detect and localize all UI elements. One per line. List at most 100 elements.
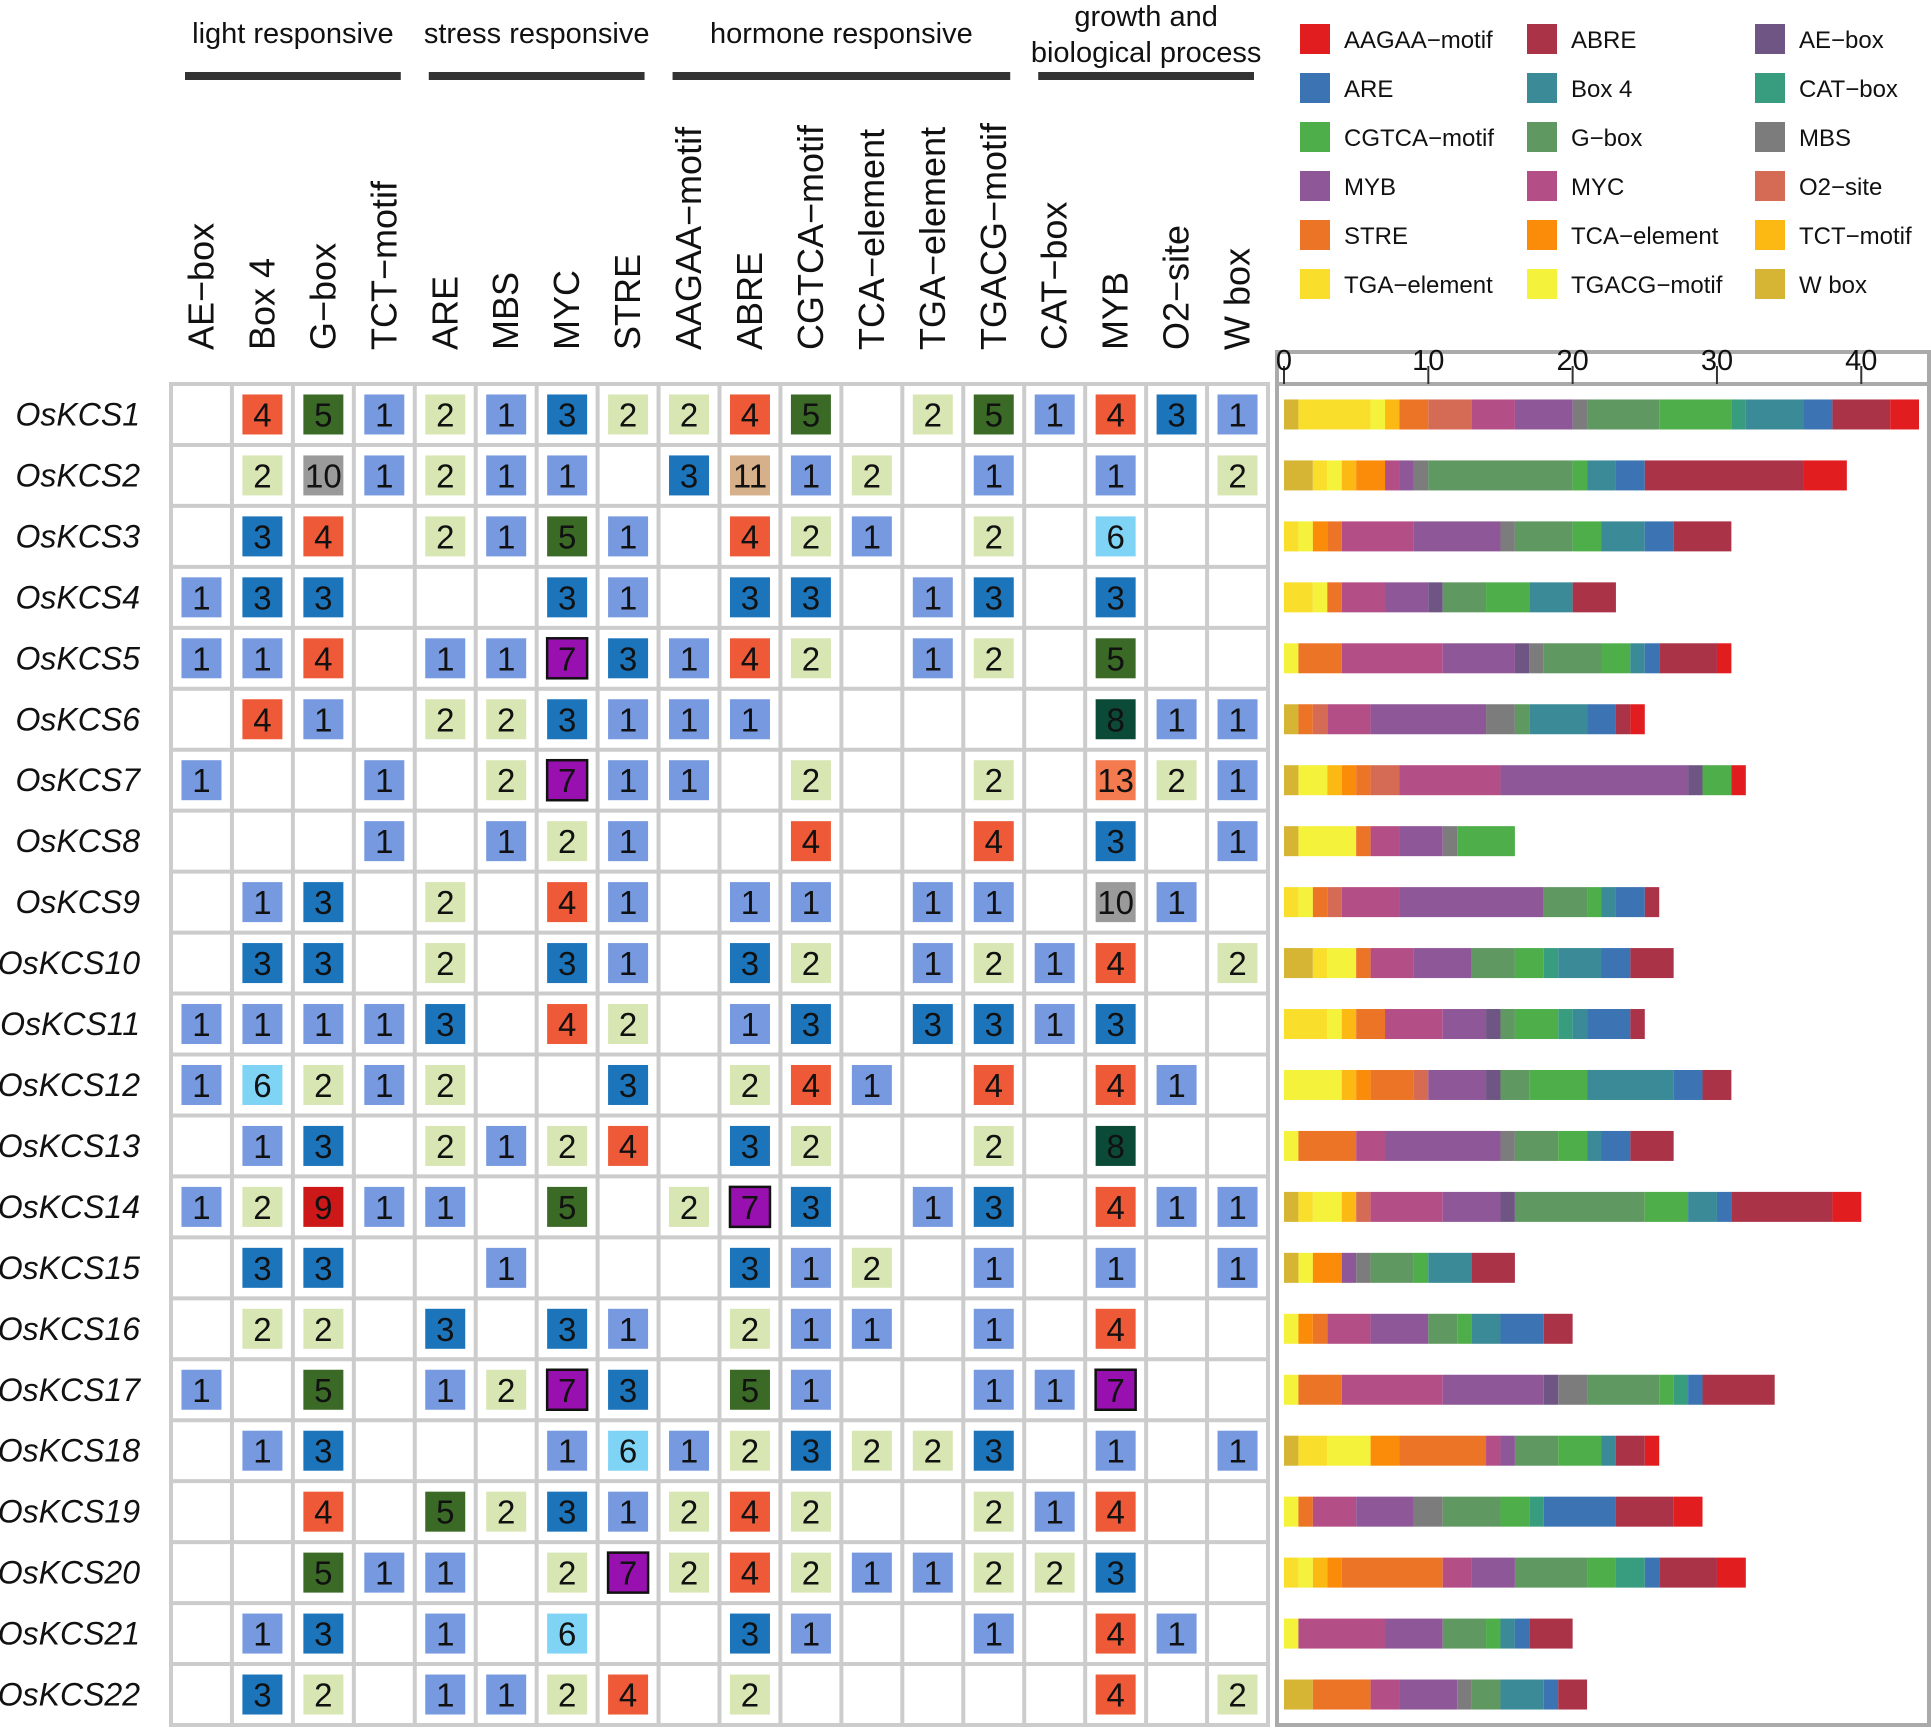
heatmap-cell xyxy=(729,943,770,984)
bar-segment xyxy=(1615,704,1631,735)
heatmap-cell-value: 4 xyxy=(802,1067,820,1104)
heatmap-cell xyxy=(790,1186,831,1227)
bar-segment xyxy=(1457,1313,1472,1344)
heatmap-cell-value: 1 xyxy=(619,701,637,738)
bar-segment xyxy=(1644,521,1674,552)
heatmap-cell xyxy=(790,943,831,984)
heatmap-cell xyxy=(303,394,344,435)
row-headers: OsKCS1 OsKCS2 OsKCS3 OsKCS4 OsKCS5 OsKCS6 OsKC… xyxy=(0,396,141,1712)
heatmap-cell-value: 1 xyxy=(436,1616,454,1653)
heatmap-cell-value: 2 xyxy=(497,762,515,799)
heatmap-cell-value: 3 xyxy=(314,1128,332,1165)
heatmap-cell-value: 5 xyxy=(802,396,820,433)
heatmap-cell xyxy=(790,577,831,618)
heatmap-cell xyxy=(547,1613,588,1654)
heatmap-cell xyxy=(790,1552,831,1593)
heatmap-cell xyxy=(486,1125,527,1166)
heatmap-cell xyxy=(547,1552,588,1593)
heatmap-cell xyxy=(547,577,588,618)
heatmap-cell xyxy=(425,1369,466,1410)
heatmap-cell-value: 2 xyxy=(985,640,1003,677)
heatmap-cell xyxy=(729,1247,770,1288)
bar-segment xyxy=(1514,1130,1559,1161)
heatmap-cell xyxy=(729,577,770,618)
heatmap-cell xyxy=(1217,394,1258,435)
heatmap-cell xyxy=(1217,1186,1258,1227)
heatmap-cell-value: 1 xyxy=(1228,762,1246,799)
heatmap-cell-value: 3 xyxy=(314,1433,332,1470)
heatmap-cell xyxy=(790,760,831,801)
heatmap-cell-value: 1 xyxy=(802,1250,820,1287)
bar-segment xyxy=(1702,1374,1775,1405)
bar-segment xyxy=(1558,1435,1602,1466)
heatmap-cell xyxy=(1095,1430,1136,1471)
heatmap-cell xyxy=(547,1004,588,1045)
heatmap-cell xyxy=(242,699,283,740)
heatmap-cell-value: 6 xyxy=(1106,518,1124,555)
bar-segment xyxy=(1399,399,1429,430)
heatmap-cell xyxy=(547,455,588,496)
heatmap-cell xyxy=(729,1369,770,1410)
heatmap-cell-value: 1 xyxy=(985,1311,1003,1348)
column-label: AAGAA−motif xyxy=(668,126,709,350)
heatmap-cell-value: 1 xyxy=(619,579,637,616)
bar-segment xyxy=(1370,1679,1400,1710)
bar-segment xyxy=(1486,1618,1501,1649)
bar-segment xyxy=(1630,643,1645,674)
bar-segment xyxy=(1428,1313,1458,1344)
bar-segment xyxy=(1356,1069,1371,1100)
heatmap-cell xyxy=(1095,699,1136,740)
heatmap-cell-value: 2 xyxy=(680,1189,698,1226)
row-label: OsKCS7 xyxy=(16,762,142,798)
heatmap-cell-value: 13 xyxy=(1097,762,1134,799)
bar-segment xyxy=(1284,1069,1342,1100)
heatmap-cell-value: 4 xyxy=(314,1494,332,1531)
heatmap-cell-value: 3 xyxy=(619,640,637,677)
heatmap-cell xyxy=(912,943,953,984)
bar-segment xyxy=(1615,1557,1645,1588)
bar-segment xyxy=(1399,1679,1458,1710)
column-label: Box 4 xyxy=(241,258,282,350)
bar-segment xyxy=(1312,1252,1342,1283)
legend-swatch xyxy=(1300,171,1330,201)
bar-segment xyxy=(1370,1069,1414,1100)
heatmap-cell xyxy=(303,1613,344,1654)
heatmap-cell-value: 4 xyxy=(741,1555,759,1592)
heatmap-cell xyxy=(973,1064,1014,1105)
legend-label: MYC xyxy=(1571,174,1624,201)
group-label: stress responsive xyxy=(424,18,650,50)
bar-segment xyxy=(1543,1496,1616,1527)
heatmap-cell xyxy=(1217,821,1258,862)
bar-segment xyxy=(1572,521,1602,552)
bar-segment xyxy=(1298,1130,1357,1161)
heatmap-cell xyxy=(1094,1368,1137,1411)
heatmap-cell xyxy=(364,1186,405,1227)
heatmap-cell-value: 4 xyxy=(1106,1677,1124,1714)
bar-segment xyxy=(1514,1618,1530,1649)
heatmap-cell-value: 1 xyxy=(253,1128,271,1165)
bar-segment xyxy=(1500,1130,1515,1161)
bar-segment xyxy=(1630,948,1674,979)
heatmap-cell-value: 2 xyxy=(802,640,820,677)
heatmap-cell xyxy=(425,1613,466,1654)
heatmap-cell xyxy=(1217,699,1258,740)
row-label: OsKCS3 xyxy=(16,518,141,554)
heatmap-cell-value: 5 xyxy=(741,1372,759,1409)
heatmap-cell-value: 3 xyxy=(558,701,576,738)
heatmap-cell-value: 1 xyxy=(1046,1006,1064,1043)
bar-segment xyxy=(1572,399,1588,430)
legend-swatch xyxy=(1755,171,1785,201)
heatmap-cell-value: 4 xyxy=(741,396,759,433)
bar-segment xyxy=(1312,1557,1328,1588)
heatmap-cell xyxy=(790,1125,831,1166)
heatmap-cell-value: 3 xyxy=(802,1433,820,1470)
bar-segment xyxy=(1500,1496,1530,1527)
legend-label: CGTCA−motif xyxy=(1344,125,1494,152)
heatmap-cell xyxy=(973,638,1014,679)
bar-segment xyxy=(1327,521,1342,552)
bar-segment xyxy=(1500,1313,1544,1344)
heatmap-cell xyxy=(608,516,649,557)
heatmap-cell xyxy=(973,943,1014,984)
heatmap-cell xyxy=(364,821,405,862)
heatmap-cell xyxy=(1095,1125,1136,1166)
